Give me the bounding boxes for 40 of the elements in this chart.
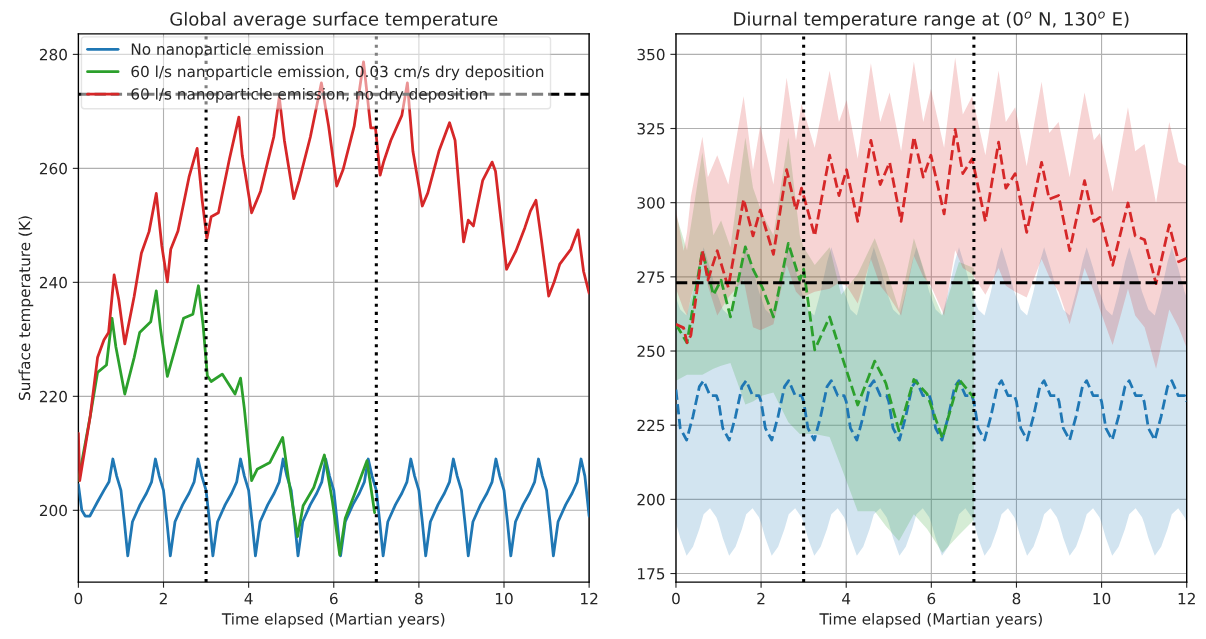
legend-label: 60 l/s nanoparticle emission, 0.03 cm/s dry deposition — [131, 65, 544, 81]
x-tick-label: 6 — [927, 592, 936, 605]
line-series — [675, 379, 1187, 442]
x-tick-label: 6 — [329, 592, 338, 605]
y-tick-label: 220 — [39, 390, 67, 403]
y-tick-label: 200 — [637, 493, 665, 506]
y-tick-label: 300 — [637, 197, 665, 209]
x-tick-label: 12 — [581, 592, 598, 605]
line-series — [675, 241, 976, 440]
y-tick-label: 175 — [638, 568, 665, 580]
line-series — [78, 457, 590, 558]
y-tick-label: 275 — [637, 271, 665, 283]
chart-title: Global average surface temperature — [170, 11, 498, 30]
line-series — [78, 284, 377, 557]
x-tick-label: 0 — [74, 592, 83, 605]
y-tick-label: 240 — [39, 276, 67, 289]
x-tick-label: 8 — [1012, 592, 1021, 605]
y-tick-label: 280 — [39, 48, 67, 61]
x-tick-label: 4 — [244, 593, 253, 605]
x-tick-label: 10 — [1093, 592, 1111, 605]
line-series — [675, 128, 1187, 345]
x-tick-label: 4 — [842, 593, 851, 605]
line-series — [78, 60, 590, 483]
y-tick-label: 200 — [39, 504, 67, 517]
y-tick-label: 325 — [637, 122, 665, 135]
x-axis-title: Time elapsed (Martian years) — [221, 612, 445, 628]
x-tick-label: 8 — [415, 592, 423, 605]
x-axis-title: Time elapsed (Martian years) — [819, 612, 1042, 628]
x-tick-label: 0 — [672, 592, 680, 605]
x-tick-label: 10 — [495, 592, 513, 605]
y-axis-title: Surface temperature (K) — [18, 216, 34, 400]
y-tick-label: 260 — [39, 162, 67, 175]
y-tick-label: 225 — [637, 419, 665, 432]
x-tick-label: 2 — [757, 592, 765, 605]
y-tick-label: 350 — [637, 48, 665, 61]
legend-label: No nanoparticle emission — [131, 43, 323, 58]
x-tick-label: 12 — [1178, 592, 1195, 605]
y-tick-label: 250 — [637, 345, 665, 358]
chart-title: Diurnal temperature range at (0$^{o}$ N, 130$^{o}$ E) — [734, 11, 1129, 30]
x-tick-label: 2 — [159, 592, 167, 605]
